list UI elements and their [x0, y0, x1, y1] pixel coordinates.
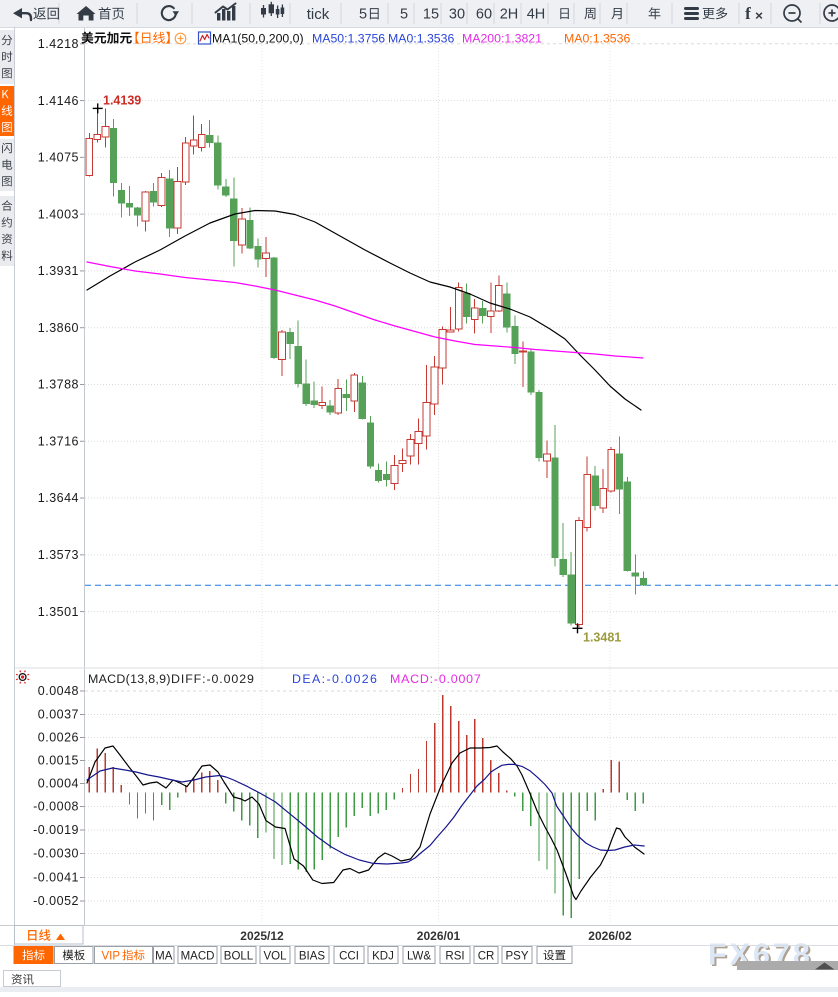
- svg-text:f: f: [745, 4, 751, 23]
- svg-text:MACD:-0.0007: MACD:-0.0007: [390, 672, 482, 686]
- svg-text:5: 5: [359, 7, 367, 23]
- svg-text:BIAS: BIAS: [299, 951, 326, 963]
- svg-text:2026/02: 2026/02: [588, 929, 632, 943]
- svg-text:DEA:-0.0026: DEA:-0.0026: [292, 672, 378, 686]
- svg-text:15: 15: [423, 7, 439, 23]
- svg-text:DIFF:-0.0029: DIFF:-0.0029: [171, 672, 255, 686]
- svg-text:✕: ✕: [755, 11, 764, 23]
- svg-text:LW&: LW&: [407, 951, 431, 963]
- svg-text:VIP: VIP: [102, 951, 121, 963]
- svg-text:1.3573: 1.3573: [38, 548, 79, 562]
- svg-text:60: 60: [476, 7, 492, 23]
- svg-text:0.0037: 0.0037: [38, 708, 79, 722]
- svg-text:1.3716: 1.3716: [38, 434, 79, 448]
- svg-text:1.3860: 1.3860: [38, 321, 79, 335]
- svg-text:2026/01: 2026/01: [417, 929, 461, 943]
- svg-text:0.0048: 0.0048: [38, 684, 79, 698]
- svg-text:1.3788: 1.3788: [38, 378, 79, 392]
- svg-text:KDJ: KDJ: [372, 951, 394, 963]
- svg-text:1.4075: 1.4075: [38, 151, 79, 165]
- svg-text:PSY: PSY: [505, 951, 528, 963]
- svg-text:1.4139: 1.4139: [103, 94, 141, 108]
- svg-text:MACD: MACD: [181, 951, 215, 963]
- svg-text:1.3501: 1.3501: [38, 605, 79, 619]
- svg-text:MA1(50,0,200,0): MA1(50,0,200,0): [212, 32, 304, 46]
- svg-text:RSI: RSI: [445, 951, 464, 963]
- svg-text:MA: MA: [155, 951, 173, 963]
- svg-text:1.4146: 1.4146: [38, 94, 79, 108]
- svg-text:0.0015: 0.0015: [38, 754, 79, 768]
- svg-text:2H: 2H: [500, 7, 519, 23]
- svg-text:CCI: CCI: [339, 951, 359, 963]
- svg-text:CR: CR: [478, 951, 495, 963]
- svg-text:1.3931: 1.3931: [38, 264, 79, 278]
- svg-text:1.4003: 1.4003: [38, 207, 79, 221]
- svg-text:MACD(13,8,9): MACD(13,8,9): [88, 672, 171, 686]
- svg-text:-0.0008: -0.0008: [33, 800, 79, 814]
- svg-text:MA0:1.3536: MA0:1.3536: [388, 32, 454, 46]
- svg-text:1.3644: 1.3644: [38, 491, 79, 505]
- svg-text:-0.0052: -0.0052: [33, 894, 79, 908]
- svg-text:MA0:1.3536: MA0:1.3536: [564, 32, 630, 46]
- svg-text:1.3481: 1.3481: [583, 631, 621, 645]
- svg-text:0.0004: 0.0004: [38, 777, 79, 791]
- svg-text:tick: tick: [307, 6, 330, 23]
- svg-text:-0.0041: -0.0041: [33, 871, 79, 885]
- svg-text:BOLL: BOLL: [224, 951, 254, 963]
- svg-text:0.0026: 0.0026: [38, 731, 79, 745]
- svg-text:5: 5: [400, 7, 408, 23]
- svg-text:-0.0030: -0.0030: [33, 847, 79, 861]
- svg-text:MA200:1.3821: MA200:1.3821: [462, 32, 542, 46]
- svg-text:MA50:1.3756: MA50:1.3756: [312, 32, 385, 46]
- svg-text:2025/12: 2025/12: [240, 929, 284, 943]
- svg-text:4H: 4H: [527, 7, 546, 23]
- svg-text:VOL: VOL: [263, 951, 287, 963]
- svg-text:-0.0019: -0.0019: [33, 823, 79, 837]
- svg-text:1.4218: 1.4218: [38, 37, 79, 51]
- svg-text:30: 30: [449, 7, 465, 23]
